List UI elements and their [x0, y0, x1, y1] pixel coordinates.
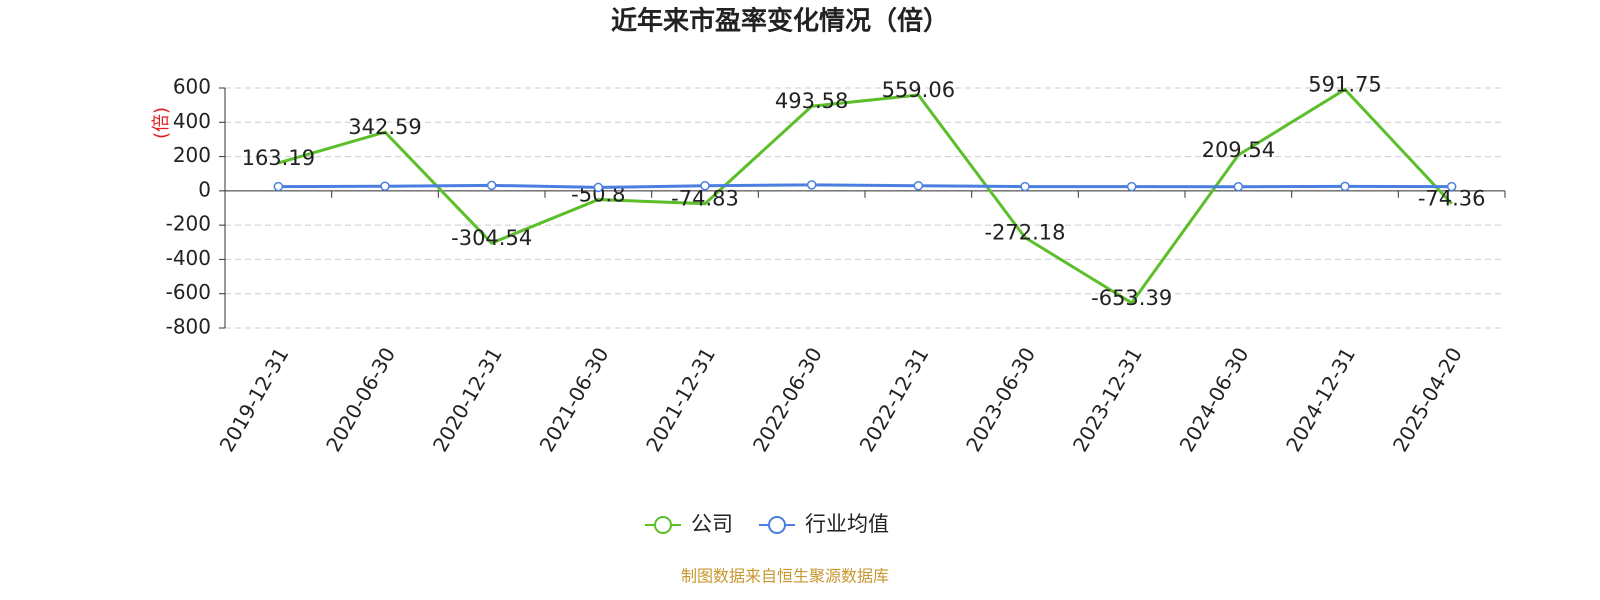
y-tick-label: 200	[173, 143, 211, 167]
data-label: 559.06	[882, 78, 955, 102]
point-marker	[913, 180, 924, 191]
point-marker	[486, 180, 497, 191]
legend-label: 公司	[691, 512, 733, 536]
data-label: -304.54	[451, 226, 532, 250]
legend-label: 行业均值	[805, 512, 889, 536]
legend-marker	[654, 516, 672, 534]
x-tick-label: 2024-06-30	[1175, 343, 1254, 456]
y-tick-label: 400	[173, 109, 211, 133]
point-marker	[380, 181, 390, 191]
x-tick-label: 2023-12-31	[1068, 343, 1147, 456]
y-tick-label: -200	[166, 212, 211, 236]
x-tick-label: 2021-06-30	[535, 343, 614, 456]
point-marker	[1446, 181, 1457, 192]
data-label: 591.75	[1308, 72, 1381, 96]
point-marker	[700, 180, 710, 191]
x-tick-label: 2024-12-31	[1281, 343, 1360, 456]
x-tick-label: 2020-06-30	[321, 343, 400, 456]
point-marker	[273, 181, 284, 192]
data-label: 209.54	[1202, 138, 1275, 162]
x-tick-label: 2019-12-31	[215, 343, 294, 456]
x-tick-label: 2022-12-31	[855, 343, 934, 456]
point-marker	[1233, 181, 1244, 192]
point-marker	[806, 180, 817, 190]
x-tick-label: 2021-12-31	[641, 343, 720, 456]
point-marker	[1020, 181, 1030, 192]
series-line	[277, 87, 1453, 305]
x-tick-label: 2025-04-20	[1388, 343, 1467, 456]
source-note: 制图数据来自恒生聚源数据库	[681, 567, 889, 586]
point-marker	[593, 182, 604, 193]
data-label: 342.59	[348, 115, 421, 139]
y-tick-label: 600	[173, 75, 211, 99]
x-tick-label: 2022-06-30	[748, 343, 827, 456]
series-line	[278, 183, 1452, 189]
y-tick-label: -800	[166, 315, 211, 339]
point-marker	[1340, 181, 1350, 192]
chart-title: 近年来市盈率变化情况（倍）	[611, 6, 949, 37]
y-tick-label: -400	[166, 246, 211, 270]
data-label: -74.83	[671, 187, 739, 211]
data-label: 163.19	[242, 146, 315, 170]
data-label: -272.18	[984, 221, 1065, 245]
data-label: 493.58	[775, 89, 848, 113]
y-tick-label: -600	[166, 280, 211, 304]
point-marker	[1126, 181, 1137, 192]
y-tick-label: 0	[198, 177, 211, 201]
x-tick-label: 2023-06-30	[961, 343, 1040, 456]
data-label: -653.39	[1091, 286, 1172, 310]
y-axis-label: (倍)	[151, 107, 172, 139]
x-tick-label: 2020-12-31	[428, 343, 507, 456]
legend-marker	[768, 516, 786, 534]
